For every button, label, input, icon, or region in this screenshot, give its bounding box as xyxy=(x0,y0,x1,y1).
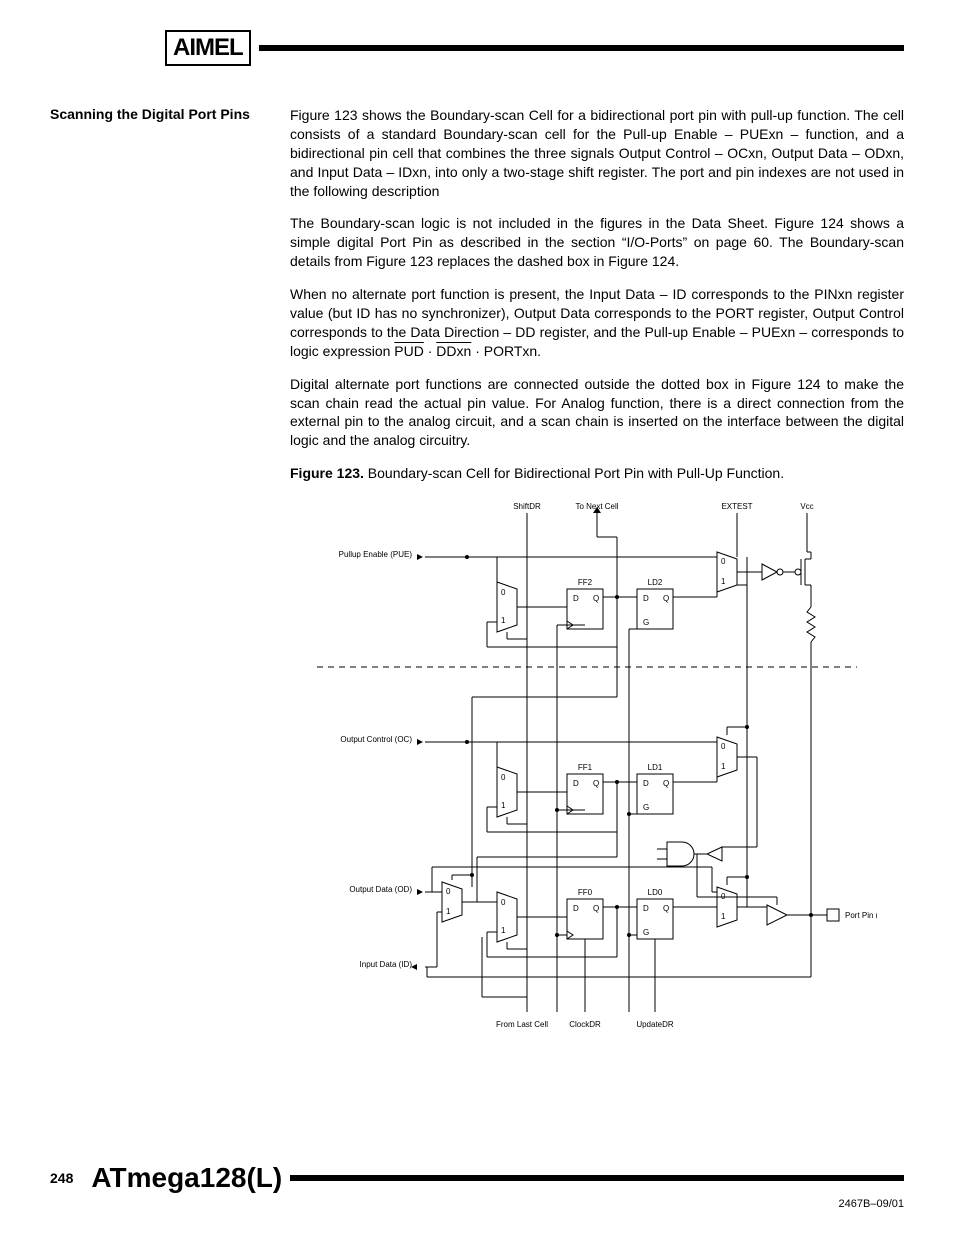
paragraph-1: Figure 123 shows the Boundary-scan Cell … xyxy=(290,106,904,200)
svg-text:D: D xyxy=(643,904,649,913)
logo: AIMEL xyxy=(165,30,251,66)
svg-text:LD0: LD0 xyxy=(648,888,663,897)
svg-text:Q: Q xyxy=(663,904,669,913)
svg-text:Q: Q xyxy=(593,594,599,603)
svg-text:1: 1 xyxy=(501,926,506,935)
svg-text:Output Data (OD): Output Data (OD) xyxy=(349,885,412,894)
svg-text:D: D xyxy=(643,594,649,603)
page-number: 248 xyxy=(50,1170,73,1186)
svg-text:FF1: FF1 xyxy=(578,763,593,772)
svg-text:G: G xyxy=(643,928,649,937)
svg-text:Port Pin (PXn): Port Pin (PXn) xyxy=(845,911,877,920)
svg-text:FF0: FF0 xyxy=(578,888,593,897)
section-heading: Scanning the Digital Port Pins xyxy=(50,106,290,1057)
svg-text:0: 0 xyxy=(721,742,726,751)
footer: 248 ATmega128(L) 2467B–09/01 xyxy=(50,1162,904,1210)
footer-rule xyxy=(290,1175,904,1181)
header: AIMEL xyxy=(50,30,904,66)
body-text: Figure 123 shows the Boundary-scan Cell … xyxy=(290,106,904,1057)
svg-text:Input Data (ID): Input Data (ID) xyxy=(360,960,413,969)
svg-text:ShiftDR: ShiftDR xyxy=(513,502,541,511)
svg-text:From Last Cell: From Last Cell xyxy=(496,1020,548,1029)
svg-text:Output Control (OC): Output Control (OC) xyxy=(340,735,412,744)
svg-text:Q: Q xyxy=(663,779,669,788)
paragraph-3: When no alternate port function is prese… xyxy=(290,285,904,361)
figure-diagram: ShiftDR To Next Cell EXTEST Vcc Pullup E… xyxy=(290,497,904,1057)
svg-text:1: 1 xyxy=(721,577,726,586)
header-rule xyxy=(259,45,904,51)
svg-text:1: 1 xyxy=(721,762,726,771)
svg-text:1: 1 xyxy=(501,801,506,810)
svg-text:0: 0 xyxy=(501,898,506,907)
svg-text:D: D xyxy=(573,594,579,603)
svg-text:Q: Q xyxy=(593,904,599,913)
svg-text:FF2: FF2 xyxy=(578,578,593,587)
svg-text:Q: Q xyxy=(593,779,599,788)
svg-text:0: 0 xyxy=(446,887,451,896)
svg-text:EXTEST: EXTEST xyxy=(721,502,752,511)
svg-text:G: G xyxy=(643,803,649,812)
content: Scanning the Digital Port Pins Figure 12… xyxy=(50,106,904,1057)
figure-caption: Figure 123. Boundary-scan Cell for Bidir… xyxy=(290,464,904,483)
svg-text:0: 0 xyxy=(501,773,506,782)
svg-text:D: D xyxy=(573,779,579,788)
paragraph-4: Digital alternate port functions are con… xyxy=(290,375,904,451)
doc-code: 2467B–09/01 xyxy=(50,1198,904,1210)
svg-text:Vcc: Vcc xyxy=(800,502,813,511)
svg-text:0: 0 xyxy=(721,557,726,566)
svg-text:1: 1 xyxy=(501,616,506,625)
svg-text:LD1: LD1 xyxy=(648,763,663,772)
svg-text:0: 0 xyxy=(501,588,506,597)
svg-text:Pullup Enable (PUE): Pullup Enable (PUE) xyxy=(339,550,413,559)
svg-text:G: G xyxy=(643,618,649,627)
svg-text:LD2: LD2 xyxy=(648,578,663,587)
svg-text:Q: Q xyxy=(663,594,669,603)
svg-text:UpdateDR: UpdateDR xyxy=(636,1020,674,1029)
svg-text:ClockDR: ClockDR xyxy=(569,1020,601,1029)
paragraph-2: The Boundary-scan logic is not included … xyxy=(290,214,904,271)
svg-text:1: 1 xyxy=(446,907,451,916)
svg-text:D: D xyxy=(573,904,579,913)
svg-text:D: D xyxy=(643,779,649,788)
doc-title: ATmega128(L) xyxy=(91,1162,282,1194)
svg-text:1: 1 xyxy=(721,912,726,921)
